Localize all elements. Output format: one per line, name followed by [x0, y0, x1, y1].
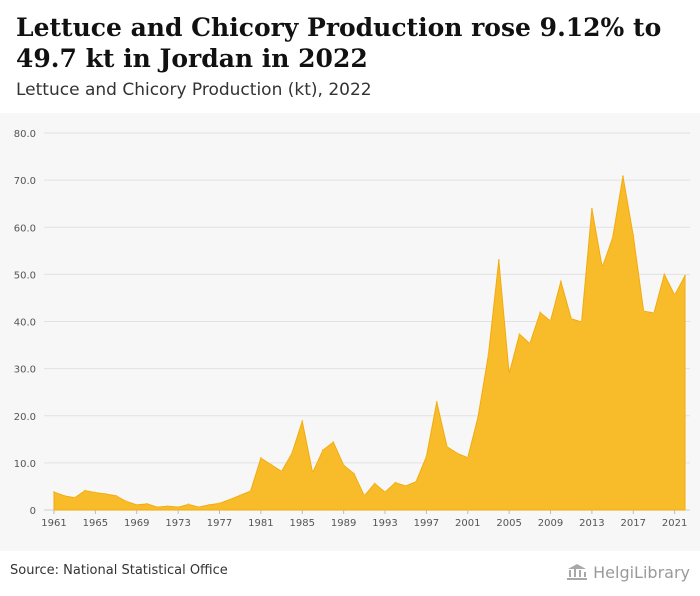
x-tick-label: 1973	[165, 518, 190, 529]
x-tick-label: 1981	[248, 518, 273, 529]
chart-subtitle: Lettuce and Chicory Production (kt), 202…	[16, 80, 372, 100]
helgilibrary-logo: HelgiLibrary	[565, 561, 690, 583]
y-tick-label: 40.0	[14, 318, 36, 329]
x-tick-label: 2001	[455, 518, 480, 529]
x-tick-label: 1969	[124, 518, 149, 529]
y-tick-label: 50.0	[14, 270, 36, 281]
data-point	[497, 259, 500, 262]
x-tick-label: 1997	[414, 518, 439, 529]
data-point	[218, 502, 221, 505]
data-point	[518, 333, 521, 336]
data-point	[446, 445, 449, 448]
logo-text: HelgiLibrary	[593, 562, 690, 582]
y-tick-label: 60.0	[14, 223, 36, 234]
x-tick-label: 2017	[621, 518, 646, 529]
x-tick-label: 1977	[207, 518, 232, 529]
header: Lettuce and Chicory Production rose 9.12…	[0, 0, 700, 113]
data-point	[73, 496, 76, 499]
data-point	[580, 320, 583, 323]
data-point	[290, 452, 293, 455]
data-point	[104, 492, 107, 495]
library-building-icon	[567, 564, 588, 580]
data-point	[166, 505, 169, 508]
x-tick-label: 1985	[290, 518, 315, 529]
data-point	[53, 491, 55, 494]
data-point	[508, 372, 511, 375]
x-tick-label: 1993	[372, 518, 397, 529]
y-tick-label: 30.0	[14, 365, 36, 376]
data-point	[611, 237, 614, 240]
data-point	[590, 207, 593, 210]
data-point	[270, 463, 273, 466]
data-point	[684, 274, 686, 277]
data-point	[249, 490, 252, 493]
data-point	[197, 506, 200, 509]
data-point	[477, 415, 480, 418]
data-point	[673, 294, 676, 297]
y-tick-label: 0	[30, 506, 36, 517]
data-point	[570, 317, 573, 320]
data-point	[435, 401, 438, 404]
data-point	[621, 175, 624, 178]
data-point	[187, 503, 190, 506]
data-point	[601, 266, 604, 269]
data-point	[425, 455, 428, 458]
x-tick-label: 1965	[83, 518, 108, 529]
x-tick-label: 1961	[41, 518, 66, 529]
data-point	[228, 498, 231, 501]
data-point	[146, 502, 149, 505]
chart-title: Lettuce and Chicory Production rose 9.12…	[16, 13, 662, 73]
data-point	[456, 452, 459, 455]
data-point	[115, 494, 118, 497]
data-point	[84, 489, 87, 492]
x-tick-label: 2021	[662, 518, 687, 529]
x-tick-label: 2005	[496, 518, 521, 529]
data-point	[259, 457, 262, 460]
data-point	[177, 506, 180, 509]
source-note: Source: National Statistical Office	[10, 563, 228, 578]
x-tick-label: 2009	[538, 518, 563, 529]
data-point	[301, 420, 304, 423]
data-point	[559, 280, 562, 283]
data-point	[125, 500, 128, 503]
data-point	[363, 494, 366, 497]
data-point	[239, 494, 242, 497]
data-point	[373, 482, 376, 485]
data-point	[94, 491, 97, 494]
data-point	[632, 234, 635, 237]
data-point	[549, 320, 552, 323]
data-point	[342, 464, 345, 467]
data-point	[311, 471, 314, 474]
x-tick-label: 1989	[331, 518, 356, 529]
y-tick-label: 70.0	[14, 176, 36, 187]
area-chart: 0 10.0 20.0 30.0 40.0 50.0 60.0 70.0 80.0 1961 196…	[14, 129, 690, 529]
data-point	[642, 310, 645, 313]
data-point	[321, 449, 324, 452]
y-tick-label: 10.0	[14, 459, 36, 470]
data-point	[539, 311, 542, 314]
data-point	[466, 456, 469, 459]
data-point	[280, 470, 283, 473]
x-tick-label: 2013	[579, 518, 604, 529]
data-point	[63, 494, 66, 497]
data-point	[135, 503, 138, 506]
data-point	[384, 491, 387, 494]
data-point	[332, 441, 335, 444]
y-tick-label: 80.0	[14, 129, 36, 140]
y-tick-label: 20.0	[14, 412, 36, 423]
data-point	[208, 503, 211, 506]
footer	[0, 551, 700, 596]
data-point	[415, 480, 418, 483]
data-point	[394, 481, 397, 484]
data-point	[528, 342, 531, 345]
area-series	[53, 176, 686, 511]
data-point	[352, 472, 355, 475]
data-point	[663, 273, 666, 276]
data-point	[652, 312, 655, 315]
data-point	[487, 353, 490, 356]
data-point	[156, 506, 159, 509]
data-point	[404, 484, 407, 487]
